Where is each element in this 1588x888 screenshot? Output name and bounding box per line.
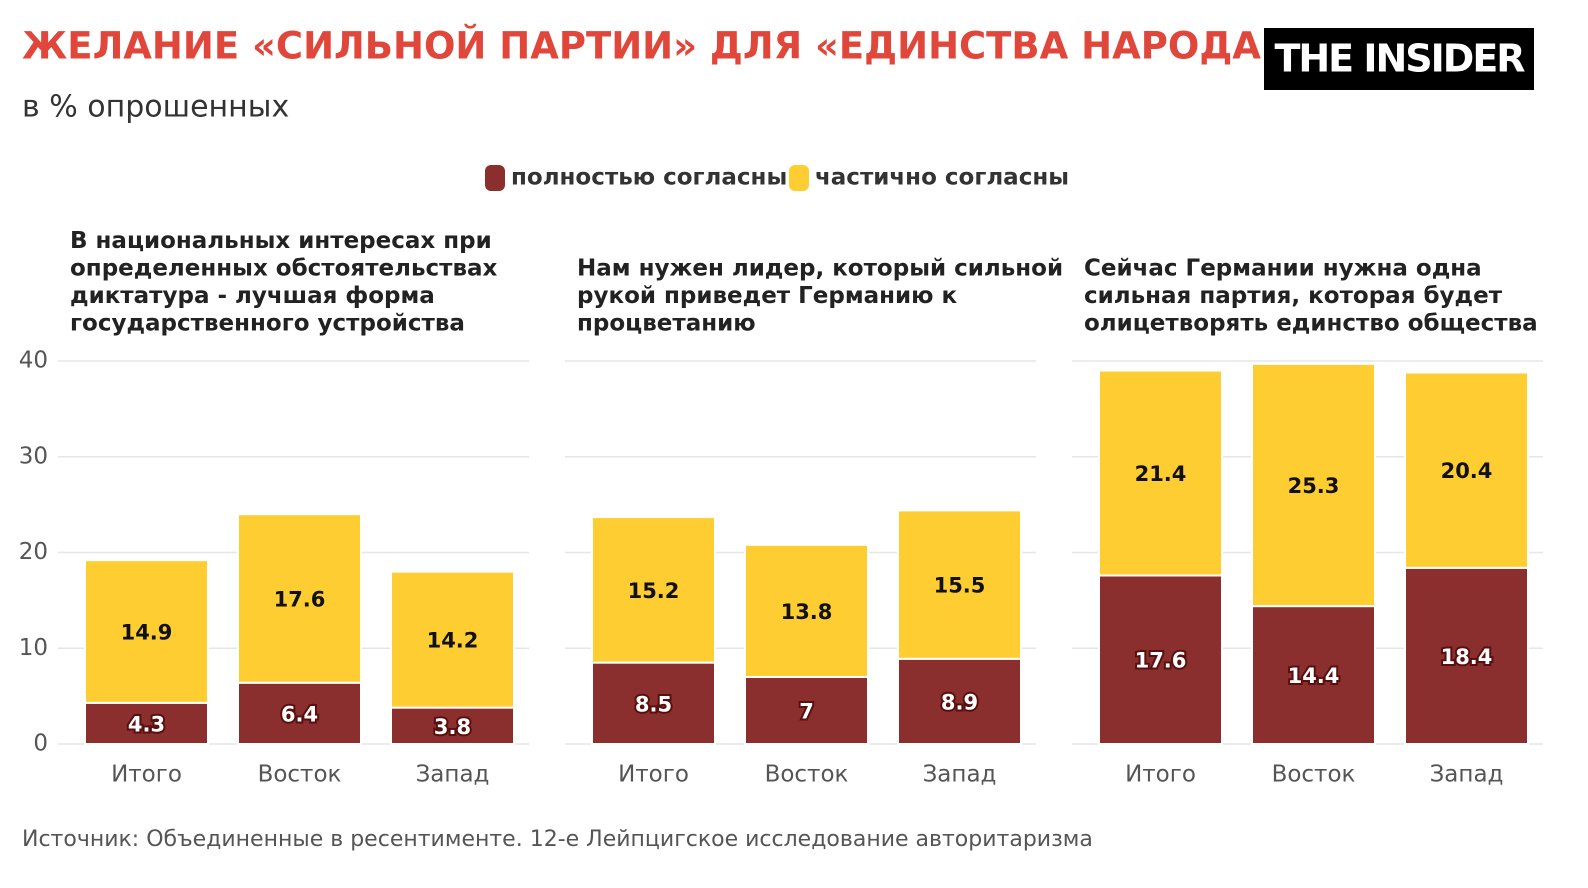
x-tick-label: Итого [1125,762,1196,788]
data-label: 8.5 [635,692,672,716]
y-tick-label: 30 [19,443,48,469]
x-tick-label: Восток [765,762,849,788]
data-label: 15.5 [934,574,986,598]
x-tick-label: Восток [1272,762,1356,788]
bar-segment [237,513,362,684]
bar-segment [390,706,515,745]
bar-segment [84,559,209,704]
panel-title: диктатура - лучшая форма [70,283,435,309]
bar-segment [1404,371,1529,569]
panel-title: рукой приведет Германию к [577,283,958,309]
x-tick-label: Запад [923,762,997,788]
data-label: 13.8 [781,600,833,624]
bar-segment [1098,574,1223,745]
bar-segment [1098,369,1223,577]
panel-title: сильная партия, которая будет [1084,283,1503,309]
bar-segment [591,661,716,745]
panel-title: Сейчас Германии нужна одна [1084,256,1482,282]
data-label: 14.9 [121,620,173,644]
logo: THE INSIDER [1274,37,1525,81]
panel-title: Нам нужен лидер, который сильной [577,256,1063,282]
data-label: 17.6 [274,587,326,611]
data-label: 15.2 [628,579,680,603]
panel-title: олицетворять единство общества [1084,311,1538,337]
panel-title: процветанию [577,311,756,337]
legend-label: полностью согласны [511,165,787,191]
data-label: 20.4 [1441,459,1493,483]
panel-title: определенных обстоятельствах [70,256,498,282]
bar-segment [744,675,869,745]
source: Источник: Объединенные в ресентименте. 1… [22,827,1093,852]
legend-swatch [485,165,505,191]
bar-segment [897,509,1022,660]
data-label: 3.8 [434,715,471,739]
logo-box [1264,28,1534,90]
data-label: 7 [799,699,814,723]
chart-title: ЖЕЛАНИЕ «СИЛЬНОЙ ПАРТИИ» ДЛЯ «ЕДИНСТВА Н… [22,24,1285,68]
bar-segment [390,570,515,709]
bar-segment [237,681,362,745]
chart-subtitle: в % опрошенных [22,90,289,125]
bar-segment [591,516,716,664]
bar-segment [1251,362,1376,608]
bar-segment [84,701,209,746]
legend-swatch [789,165,809,191]
panel-title: В национальных интересах при [70,228,492,254]
data-label: 14.4 [1288,664,1340,688]
x-tick-label: Восток [258,762,342,788]
y-tick-label: 20 [19,539,48,565]
data-label: 6.4 [281,702,318,726]
y-tick-label: 0 [33,731,48,757]
legend-label: частично согласны [815,165,1069,191]
y-tick-label: 10 [19,635,48,661]
bar-segment [744,543,869,678]
data-label: 18.4 [1441,645,1493,669]
data-label: 25.3 [1288,474,1340,498]
x-tick-label: Запад [416,762,490,788]
bar-segment [1404,566,1529,745]
x-tick-label: Запад [1430,762,1504,788]
data-label: 17.6 [1135,649,1187,673]
data-label: 21.4 [1135,462,1187,486]
x-tick-label: Итого [618,762,689,788]
panel-title: государственного устройства [70,311,465,337]
data-label: 14.2 [427,629,479,653]
data-label: 8.9 [941,690,978,714]
data-label: 4.3 [128,712,165,736]
x-tick-label: Итого [111,762,182,788]
bar-segment [1251,605,1376,745]
y-tick-label: 40 [19,348,48,374]
